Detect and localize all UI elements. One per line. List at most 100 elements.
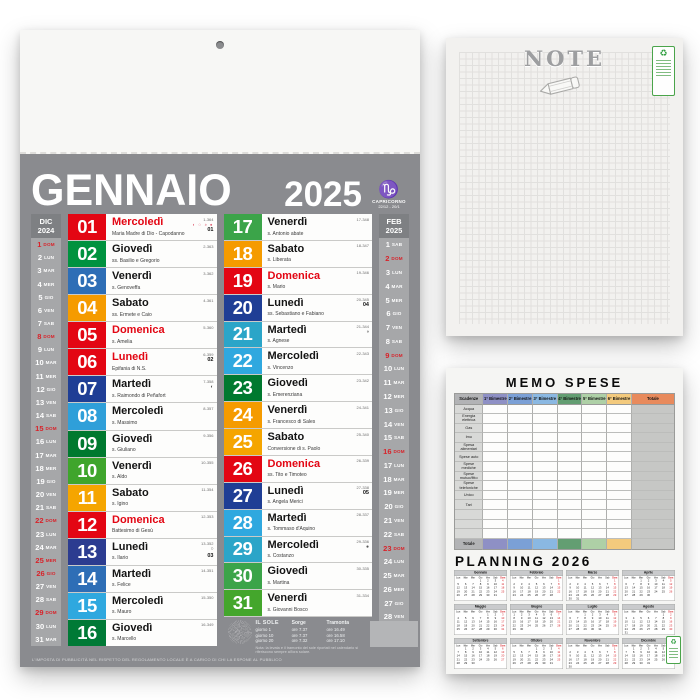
memo-empty-cell — [582, 462, 608, 472]
mini-date: 13 — [501, 651, 505, 655]
sunrise-column-label: Sorge — [291, 620, 306, 627]
mini-date: 24 — [646, 658, 651, 662]
day-name: Giovedì — [112, 243, 153, 256]
mini-date: 14 — [624, 654, 628, 658]
mini-month-day: 10 LUN — [379, 362, 409, 376]
mini-date: 2 — [591, 613, 594, 617]
mini-date: 2 — [513, 583, 515, 587]
day-side: 3-362 — [203, 271, 213, 276]
mini-date: 12 — [493, 651, 497, 655]
saint-name: s. Igino — [112, 501, 129, 508]
memo-row: Spese mediche — [455, 462, 674, 472]
mini-date: 13 — [624, 586, 628, 590]
mini-date: 16 — [493, 620, 497, 624]
mini-day-number: 8 — [385, 336, 390, 346]
mini-date: 30 — [542, 661, 546, 665]
day-number: 05 — [68, 322, 106, 349]
mini-date: 25 — [583, 593, 587, 597]
day-name: Lunedì — [267, 484, 304, 497]
day-row: 03 Venerdì s. Genoveffa 3-362 — [68, 268, 217, 296]
memo-empty-cell — [607, 452, 632, 463]
mini-date: 6 — [472, 617, 474, 621]
mini-date: 29 — [534, 661, 539, 665]
day-name: Domenica — [267, 269, 321, 282]
calendar-header: GENNAIO 2025 ♑ CAPRICORNO 22/12 - 20/1 — [31, 154, 409, 214]
mini-date: 5 — [640, 617, 642, 621]
mini-date: 2 — [472, 647, 474, 651]
mini-month-day: 5 GIO — [31, 291, 61, 304]
day-number: 08 — [68, 403, 106, 430]
day-name: Domenica — [267, 457, 321, 470]
day-side: 14-351 — [201, 568, 213, 573]
mini-month-inner: Luglio Lun Mar Mer Gio Ven Sab Dom 1 2 3 4 5 6 7 8 9 10 11… — [566, 604, 619, 635]
mini-date: 17 — [493, 586, 497, 590]
prev-month-label: DIC — [39, 217, 53, 226]
mini-date: 19 — [639, 624, 643, 628]
mini-date: 5 — [464, 617, 467, 621]
mini-date: 9 — [520, 617, 523, 621]
mini-date: 29 — [613, 661, 617, 665]
mini-date: 2 — [494, 613, 497, 617]
mini-date: 10 — [598, 617, 602, 621]
mini-month-day: 27 GIO — [379, 596, 409, 610]
mini-date: 9 — [569, 654, 571, 658]
day-name: Martedì — [267, 511, 307, 524]
saint-name: Maria Madre di Dio - Capodanno — [112, 230, 185, 237]
day-number: 27 — [223, 482, 262, 509]
weekday-label: Lun — [456, 610, 461, 614]
mini-date: 15 — [583, 620, 587, 624]
day-row: 17 Venerdì s. Antonio abate 17-348 — [223, 214, 372, 241]
mini-date: 8 — [513, 617, 515, 621]
saint-name: Epifania di N.S. — [112, 365, 147, 372]
day-side: 7-358 ◐ — [203, 379, 213, 391]
mini-month-inner: Agosto Lun Mar Mer Gio Ven Sab Dom 1 2 3 4 5 6 7 8 9 10 11… — [622, 604, 675, 635]
mini-date: 4 — [584, 583, 586, 587]
day-row: 29 Mercoledì s. Costanzo 29-336 ● — [223, 536, 372, 564]
memo-empty-cell — [631, 529, 674, 539]
memo-row-label: Energia elettrica — [455, 414, 484, 424]
mini-date: 4 — [655, 647, 657, 651]
day-number: 10 — [68, 457, 106, 484]
memo-empty-cell — [532, 433, 558, 443]
mini-date: 28 — [456, 661, 460, 665]
mini-date: 28 — [527, 661, 531, 665]
year-label: 2025 — [284, 175, 362, 214]
mini-month-calendar: Settembre Lun Mar Mer Gio Ven Sab Dom 1 2 3 4 5 6 7 8 9 1… — [454, 638, 507, 669]
memo-empty-cell — [483, 433, 509, 443]
mini-date: 14 — [605, 654, 609, 658]
mini-month-calendar: Giugno Lun Mar Mer Gio Ven Sab Dom 1 2 3 4 5 6 7 8 9 10 11… — [510, 604, 563, 635]
mini-date: 28 — [471, 593, 475, 597]
mini-day-weekday: GIO — [44, 294, 54, 300]
day-of-year: 24-341 — [356, 404, 369, 410]
weekday-label: Gio — [590, 644, 595, 648]
weekday-label: Mer — [639, 610, 644, 614]
memo-row: Acqua — [455, 404, 674, 415]
day-side: 12-353 — [201, 514, 213, 519]
mini-date: 6 — [543, 583, 545, 587]
weekday-label: Ven — [653, 576, 658, 580]
day-side: 26-339 — [357, 458, 369, 463]
mini-date: 21 — [576, 624, 580, 628]
mini-date: 16 — [520, 620, 524, 624]
memo-empty-cell — [532, 529, 558, 539]
weekday-label: Dom — [500, 576, 506, 580]
memo-row-label: Spese auto — [455, 452, 484, 463]
weekday-label: Gio — [646, 576, 651, 580]
mini-date: 19 — [464, 624, 468, 628]
day-info: Giovedì s. Emerenziana 23-342 — [262, 375, 373, 401]
mini-day-number: 24 — [383, 557, 393, 567]
weekday-label: Dom — [500, 644, 506, 648]
mini-date: 9 — [640, 651, 642, 655]
mini-date: 27 — [549, 624, 553, 628]
day-info: Sabato s. Igino 11-354 — [106, 485, 217, 511]
memo-empty-cell — [582, 490, 608, 501]
weekday-label: Mar — [519, 576, 524, 580]
mini-date: 22 — [512, 624, 516, 628]
mini-month-calendar: Novembre Lun Mar Mer Gio Ven Sab Dom 1 2 3 4 5 6 7 8 9 10… — [566, 638, 619, 669]
day-row: 06 Lunedì Epifania di N.S. 6-359 02 — [68, 349, 217, 377]
mini-date: 25 — [557, 658, 561, 662]
day-name: Venerdì — [267, 216, 308, 228]
month-title: GENNAIO — [31, 165, 232, 215]
moon-phase-icon: ◑ — [365, 329, 369, 336]
